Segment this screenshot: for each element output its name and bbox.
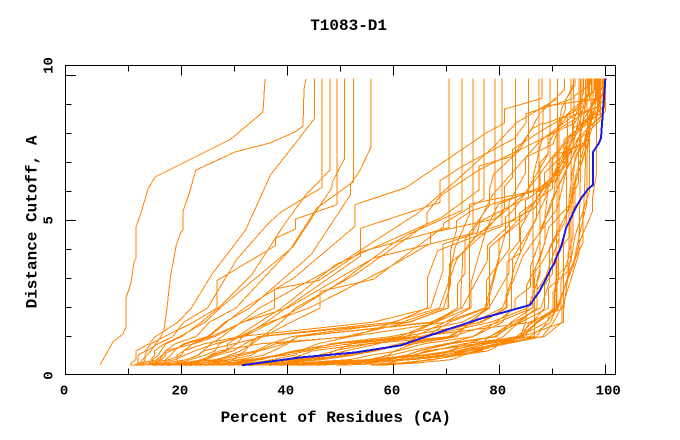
svg-text:T1083-D1: T1083-D1 <box>310 17 387 35</box>
svg-text:10: 10 <box>42 57 58 74</box>
svg-text:5: 5 <box>42 216 58 224</box>
svg-text:80: 80 <box>489 384 506 400</box>
svg-text:60: 60 <box>383 384 400 400</box>
svg-text:20: 20 <box>171 384 188 400</box>
svg-text:Distance Cutoff, A: Distance Cutoff, A <box>24 135 42 308</box>
svg-text:Percent of Residues (CA): Percent of Residues (CA) <box>221 409 451 427</box>
svg-text:0: 0 <box>42 371 58 379</box>
svg-text:100: 100 <box>596 384 621 400</box>
svg-text:0: 0 <box>60 384 68 400</box>
svg-text:40: 40 <box>277 384 294 400</box>
